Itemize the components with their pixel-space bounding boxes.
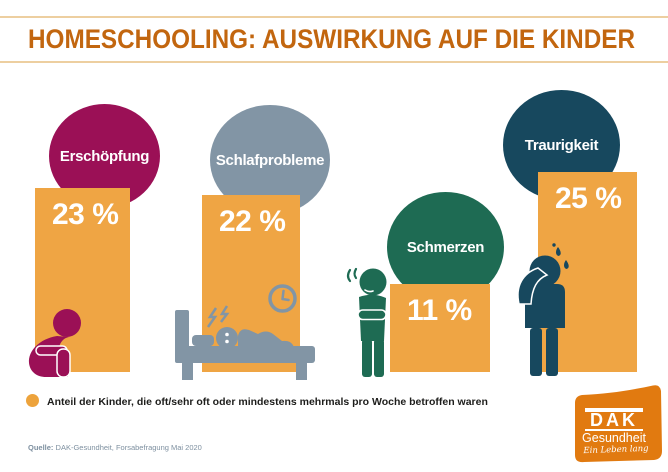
source-label: Quelle: (28, 443, 54, 452)
dak-gesundheit-logo: DAK Gesundheit Ein Leben lang (570, 383, 666, 464)
legend-text: Anteil der Kinder, die oft/sehr oft oder… (47, 396, 488, 408)
logo-rule-bottom (585, 428, 643, 431)
clock-icon (267, 283, 298, 314)
value-bar-schmerzen: 11 % (390, 284, 490, 372)
page-title: HOMESCHOOLING: AUSWIRKUNG AUF DIE KINDER (28, 24, 636, 54)
crying-person-icon (512, 242, 574, 379)
category-label: Erschöpfung (59, 147, 150, 165)
category-label: Schmerzen (406, 238, 485, 256)
value-label: 23 % (52, 198, 119, 231)
category-label: Schlafprobleme (215, 151, 325, 169)
logo-division-text: Gesundheit (582, 431, 646, 445)
source-value: DAK-Gesundheit, Forsabefragung Mai 2020 (53, 443, 202, 452)
header-rule-bottom (0, 61, 668, 63)
stomach-pain-person-icon (342, 263, 394, 381)
logo-rule-top (585, 408, 643, 412)
logo-background-shape (575, 385, 662, 463)
exhausted-sitting-person-icon (23, 307, 85, 379)
legend-dot-icon (26, 394, 39, 407)
header-rule-top (0, 16, 668, 18)
category-label: Traurigkeit (524, 136, 599, 154)
sleepless-person-in-bed-icon (170, 302, 320, 382)
value-label: 25 % (555, 182, 622, 215)
logo-brand-text: DAK (590, 409, 638, 430)
category-bubble-schmerzen: Schmerzen (387, 192, 504, 302)
value-label: 22 % (219, 205, 286, 238)
value-label: 11 % (407, 294, 472, 327)
source-text: Quelle: DAK-Gesundheit, Forsabefragung M… (28, 443, 202, 452)
